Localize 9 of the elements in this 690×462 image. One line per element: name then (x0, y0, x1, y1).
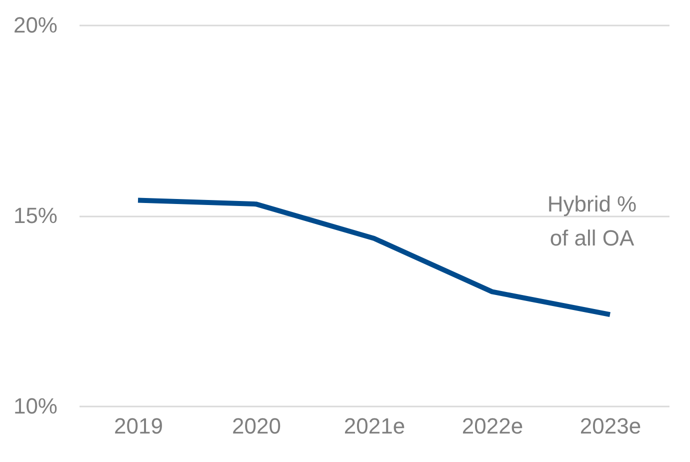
y-tick-label: 20% (13, 12, 58, 38)
y-tick-label: 10% (13, 394, 58, 418)
x-tick-label: 2019 (114, 414, 163, 438)
x-tick-label: 2023e (580, 414, 642, 438)
y-tick-label: 15% (13, 203, 58, 228)
text: Hybrid % of all OA (547, 192, 637, 251)
x-tick-label: 2021e (344, 414, 406, 438)
x-tick-label: 2022e (462, 414, 524, 438)
x-tick-label: 2020 (232, 414, 281, 438)
